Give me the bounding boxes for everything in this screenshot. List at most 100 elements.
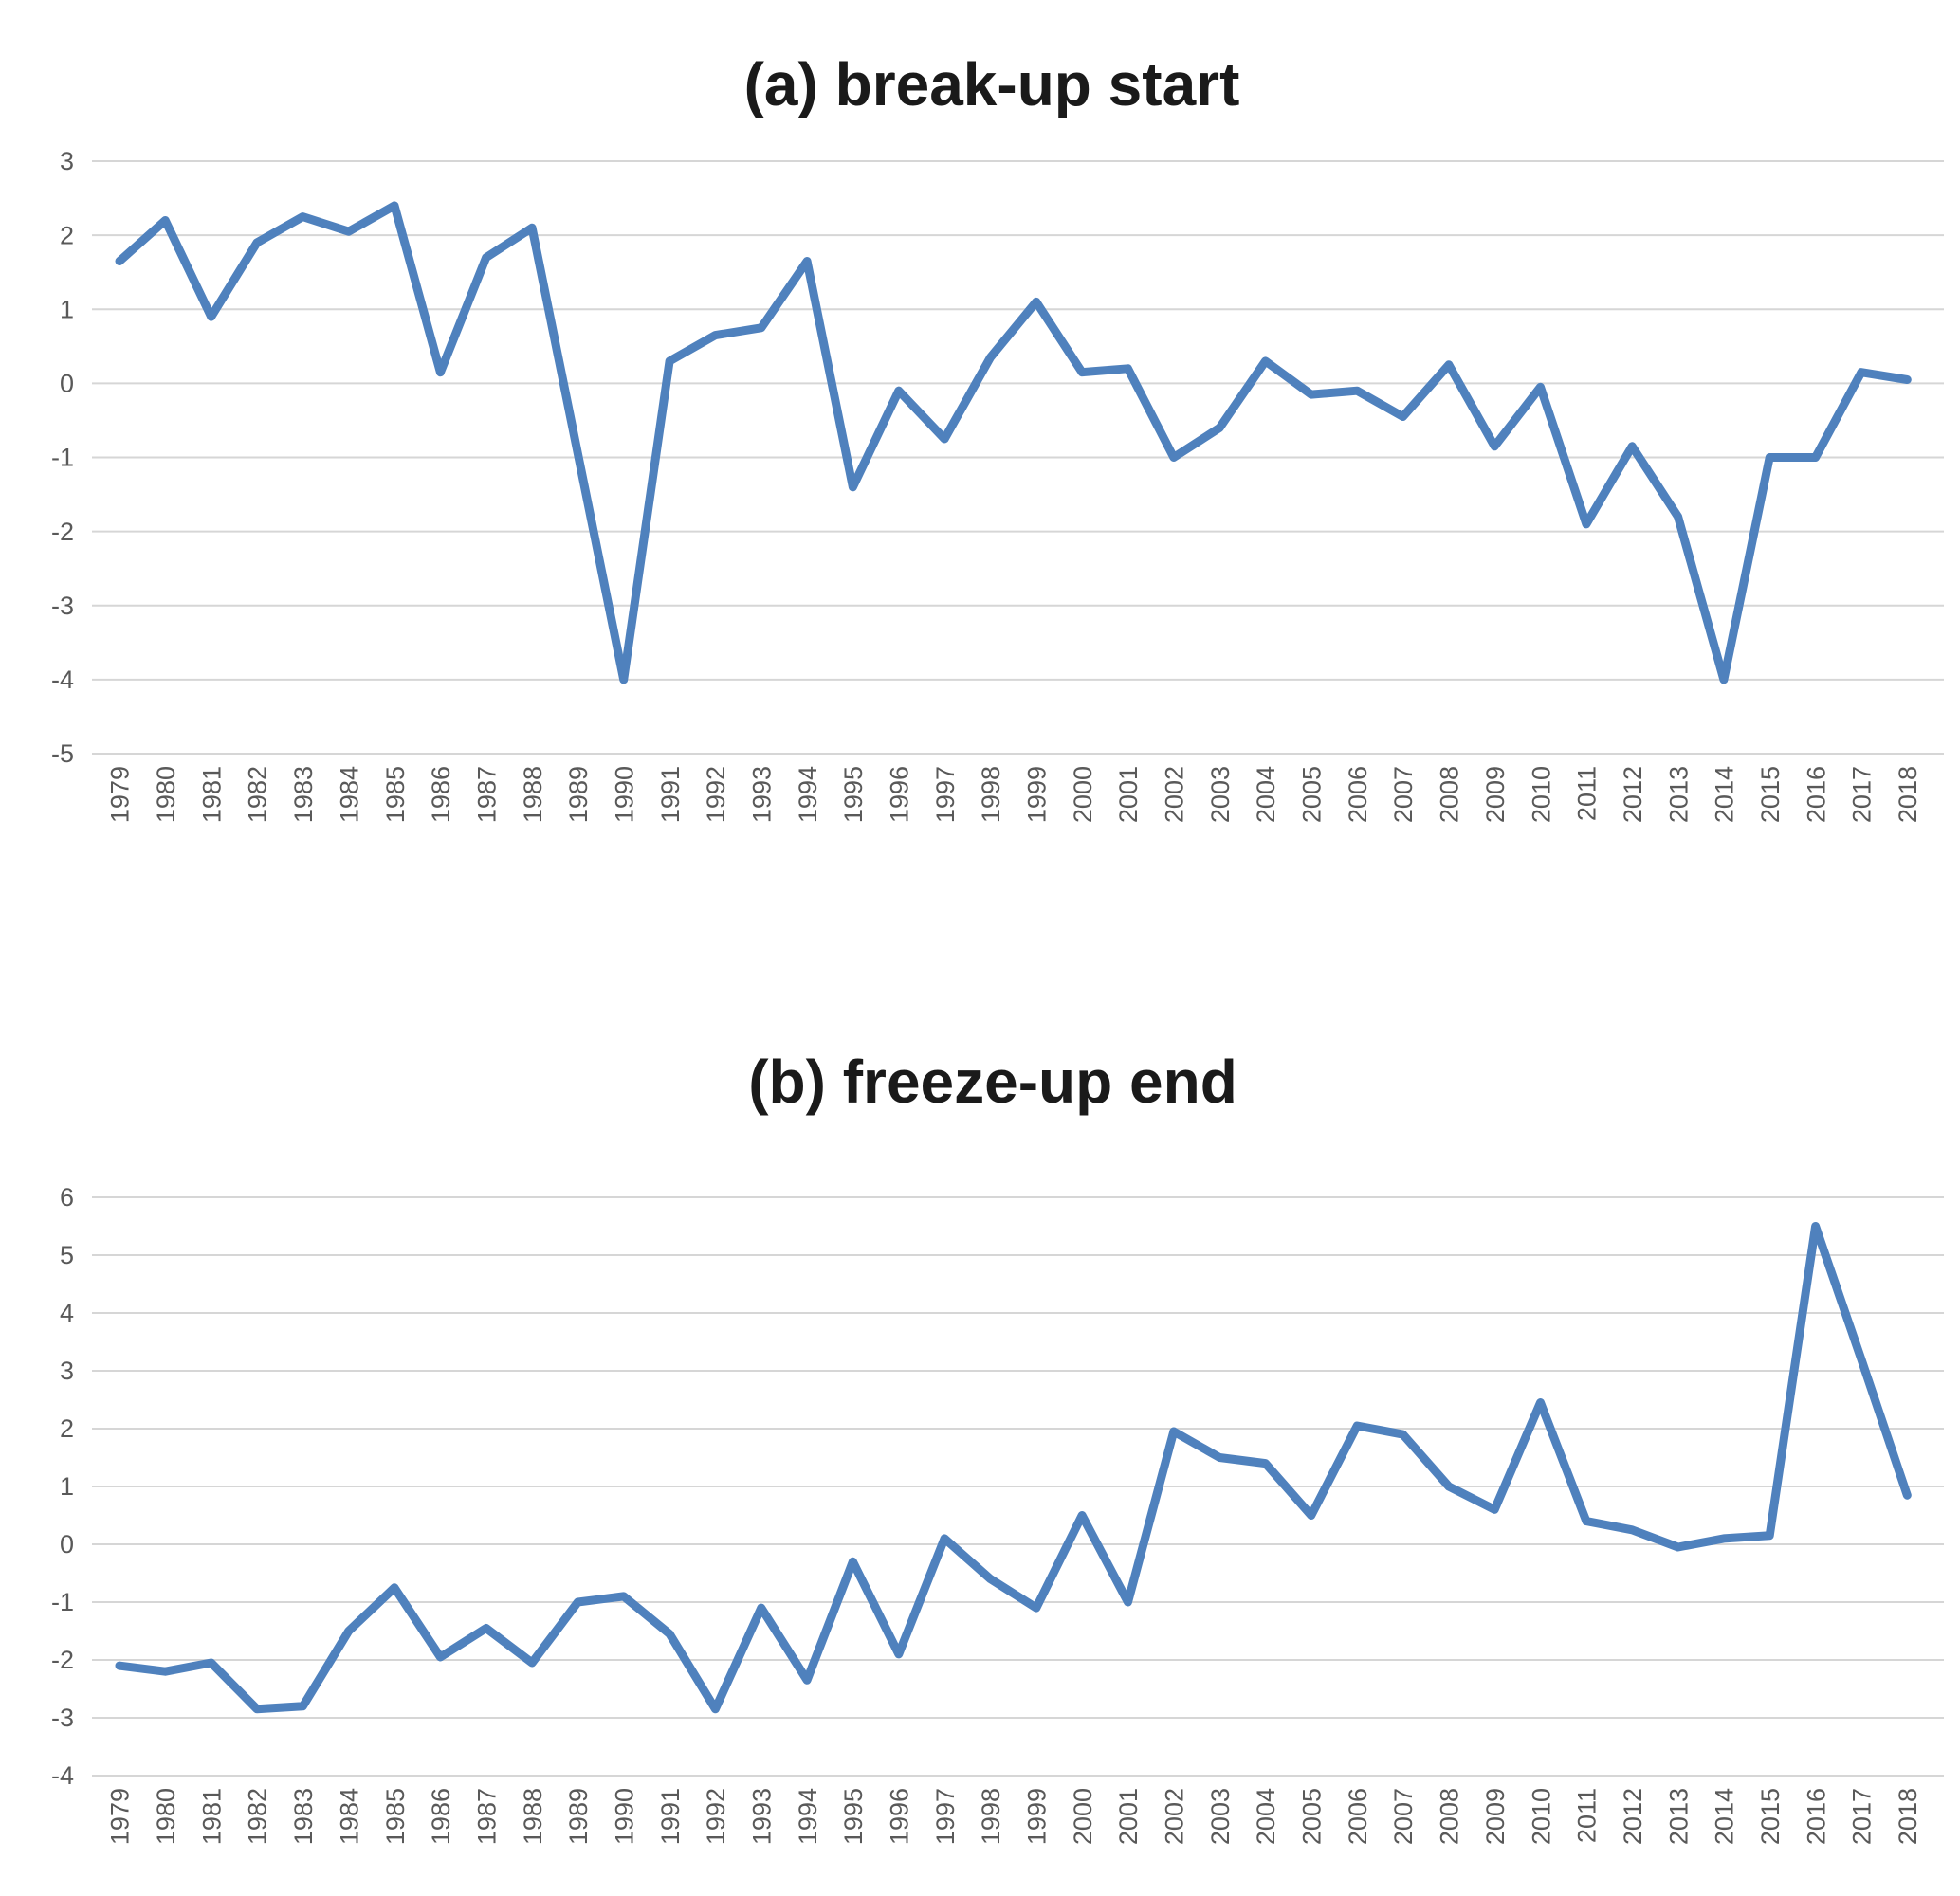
- x-tick-label: 1992: [702, 1788, 730, 1845]
- x-tick-label: 1981: [197, 766, 226, 823]
- y-tick-label: 1: [60, 1472, 74, 1501]
- x-tick-label: 2007: [1389, 766, 1418, 823]
- data-series-line: [115, 1222, 1912, 1714]
- x-tick-label: 2014: [1711, 766, 1739, 823]
- x-tick-label: 1987: [472, 766, 501, 823]
- x-tick-label: 1990: [610, 1788, 638, 1845]
- x-tick-label: 1993: [747, 766, 776, 823]
- chart-b-plot: 6 5 4 3 2 1 0 -1 -2 -3 -4 1979 1980 1981 1982 1983 1984 1…: [51, 1183, 1944, 1845]
- y-tick-label: 0: [60, 370, 74, 398]
- x-tick-label: 1995: [839, 1788, 868, 1845]
- x-tick-label: 2002: [1161, 766, 1189, 823]
- x-tick-label: 2004: [1252, 766, 1280, 823]
- x-tick-label: 2000: [1069, 766, 1097, 823]
- x-tick-label: 1988: [519, 766, 547, 823]
- x-tick-label: 2012: [1619, 766, 1647, 823]
- y-tick-label: 3: [60, 1357, 74, 1385]
- x-tick-label: 2013: [1664, 1788, 1693, 1845]
- x-tick-label: 1989: [564, 766, 593, 823]
- x-tick-label: 2011: [1573, 1788, 1602, 1843]
- x-tick-label: 1996: [886, 1788, 914, 1845]
- y-tick-label: 2: [60, 221, 74, 249]
- x-tick-label: 2001: [1114, 766, 1143, 823]
- x-tick-label: 1981: [197, 1788, 226, 1845]
- x-tick-label: 2005: [1298, 766, 1327, 823]
- x-tick-label: 2014: [1711, 1788, 1739, 1845]
- x-tick-label: 2003: [1206, 1788, 1235, 1845]
- y-tick-label: -4: [51, 1761, 74, 1790]
- x-tick-label: 2018: [1894, 1788, 1922, 1845]
- x-tick-label: 1991: [656, 1788, 685, 1845]
- x-tick-label: 2008: [1436, 1788, 1464, 1845]
- x-tick-label: 1995: [839, 766, 868, 823]
- y-tick-label: 6: [60, 1183, 74, 1212]
- x-tick-label: 1990: [610, 766, 638, 823]
- x-tick-label: 2010: [1527, 766, 1555, 823]
- x-tick-label: 2004: [1252, 1788, 1280, 1845]
- x-tick-label: 1994: [794, 1788, 822, 1845]
- x-tick-label: 1997: [931, 1788, 960, 1845]
- x-tick-label: 2000: [1069, 1788, 1097, 1845]
- chart-a-plot: 3 2 1 0 -1 -2 -3 -4 -5 1979 1980 1981 1982 1983 1984 19…: [51, 147, 1944, 823]
- x-tick-label: 2007: [1389, 1788, 1418, 1845]
- x-tick-label: 2017: [1848, 766, 1877, 823]
- x-tick-label: 1982: [244, 1788, 272, 1845]
- y-tick-label: 5: [60, 1241, 74, 1269]
- y-tick-label: -4: [51, 665, 74, 694]
- x-tick-label: 1989: [564, 1788, 593, 1845]
- x-tick-label: 2002: [1161, 1788, 1189, 1845]
- y-tick-label: -2: [51, 518, 74, 546]
- x-tick-label: 2003: [1206, 766, 1235, 823]
- x-tick-label: 1999: [1023, 766, 1052, 823]
- x-tick-label: 1986: [427, 766, 455, 823]
- y-tick-label: -5: [51, 739, 74, 768]
- y-tick-label: -3: [51, 1704, 74, 1732]
- x-tick-label: 1987: [472, 1788, 501, 1845]
- x-tick-label: 1983: [289, 766, 318, 823]
- x-tick-label: 1991: [656, 766, 685, 823]
- x-tick-label: 2006: [1344, 766, 1372, 823]
- y-tick-label: -1: [51, 444, 74, 472]
- x-tick-label: 1983: [289, 1788, 318, 1845]
- x-tick-label: 1984: [335, 1788, 363, 1845]
- y-tick-label: -2: [51, 1646, 74, 1674]
- x-tick-label: 1998: [977, 766, 1005, 823]
- x-tick-label: 1985: [381, 766, 410, 823]
- x-tick-label: 1992: [702, 766, 730, 823]
- x-tick-label: 1997: [931, 766, 960, 823]
- x-tick-label: 2009: [1481, 1788, 1510, 1845]
- y-tick-label: 2: [60, 1414, 74, 1443]
- x-tick-label: 1998: [977, 1788, 1005, 1845]
- data-series-line: [115, 201, 1912, 684]
- x-tick-label: 2009: [1481, 766, 1510, 823]
- x-tick-label: 1980: [152, 1788, 180, 1845]
- chart-b-title: (b) freeze-up end: [748, 1048, 1237, 1116]
- y-tick-label: -3: [51, 592, 74, 620]
- x-tick-label: 1980: [152, 766, 180, 823]
- x-tick-label: 1982: [244, 766, 272, 823]
- x-tick-label: 1979: [106, 1788, 135, 1845]
- x-tick-label: 1994: [794, 766, 822, 823]
- x-tick-label: 2001: [1114, 1788, 1143, 1845]
- x-tick-label: 2013: [1664, 766, 1693, 823]
- x-tick-label: 2011: [1573, 766, 1602, 821]
- y-tick-label: 1: [60, 295, 74, 323]
- x-tick-label: 1996: [886, 766, 914, 823]
- x-tick-label: 1988: [519, 1788, 547, 1845]
- x-tick-label: 2010: [1527, 1788, 1555, 1845]
- x-tick-label: 1985: [381, 1788, 410, 1845]
- y-tick-label: 0: [60, 1530, 74, 1559]
- x-tick-label: 2016: [1802, 1788, 1830, 1845]
- x-tick-label: 2008: [1436, 766, 1464, 823]
- x-tick-label: 1984: [335, 766, 363, 823]
- x-tick-label: 1986: [427, 1788, 455, 1845]
- y-tick-label: -1: [51, 1588, 74, 1616]
- x-tick-label: 2017: [1848, 1788, 1877, 1845]
- x-tick-label: 2006: [1344, 1788, 1372, 1845]
- x-tick-label: 2012: [1619, 1788, 1647, 1845]
- x-tick-label: 2005: [1298, 1788, 1327, 1845]
- x-tick-label: 2015: [1756, 1788, 1785, 1845]
- chart-a-title: (a) break-up start: [743, 50, 1240, 118]
